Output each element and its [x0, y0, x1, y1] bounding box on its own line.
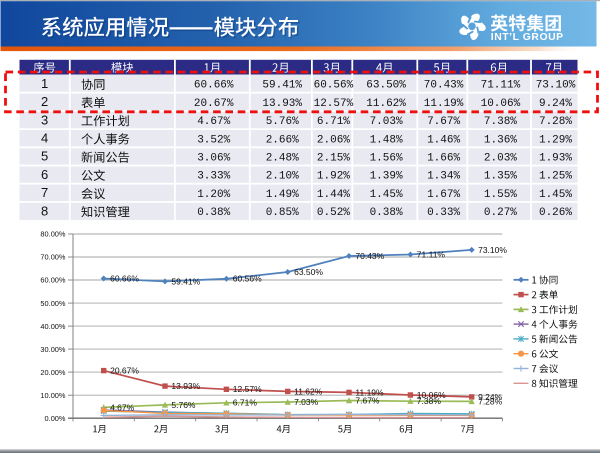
svg-text:1.44%: 1.44%	[317, 189, 350, 201]
svg-text:1: 1	[41, 76, 48, 91]
svg-text:70.43%: 70.43%	[355, 251, 384, 261]
svg-text:1.45%: 1.45%	[539, 189, 572, 201]
svg-text:1.34%: 1.34%	[427, 171, 460, 183]
svg-text:1.39%: 1.39%	[370, 171, 403, 183]
svg-text:3.06%: 3.06%	[197, 153, 230, 165]
svg-text:11.19%: 11.19%	[355, 387, 384, 397]
svg-text:5.76%: 5.76%	[171, 400, 196, 410]
svg-text:7.28%: 7.28%	[478, 396, 503, 406]
svg-text:1.93%: 1.93%	[539, 153, 572, 165]
svg-text:1.46%: 1.46%	[427, 134, 460, 146]
svg-text:13.93%: 13.93%	[171, 381, 200, 391]
svg-text:2.10%: 2.10%	[266, 171, 299, 183]
svg-text:73.10%: 73.10%	[478, 245, 507, 255]
svg-text:10.06%: 10.06%	[417, 390, 446, 400]
svg-text:3.33%: 3.33%	[197, 171, 230, 183]
svg-text:10.00%: 10.00%	[40, 391, 65, 400]
svg-text:2.06%: 2.06%	[317, 134, 350, 146]
svg-text:60.56%: 60.56%	[314, 80, 354, 92]
svg-text:0.85%: 0.85%	[266, 207, 299, 219]
svg-text:60.66%: 60.66%	[194, 80, 234, 92]
svg-text:3: 3	[41, 112, 48, 127]
svg-text:2.15%: 2.15%	[317, 153, 350, 165]
svg-text:30.00%: 30.00%	[40, 345, 65, 354]
svg-text:4.67%: 4.67%	[110, 402, 135, 412]
svg-text:0.00%: 0.00%	[45, 414, 66, 423]
svg-text:12.57%: 12.57%	[314, 98, 354, 110]
svg-text:40.00%: 40.00%	[40, 322, 65, 331]
svg-text:11.19%: 11.19%	[424, 98, 464, 110]
svg-text:1.35%: 1.35%	[484, 171, 517, 183]
svg-text:7: 7	[41, 185, 48, 200]
svg-text:60.56%: 60.56%	[233, 274, 262, 284]
svg-text:7.67%: 7.67%	[427, 116, 460, 128]
svg-text:80.00%: 80.00%	[40, 230, 65, 239]
svg-text:2: 2	[41, 94, 48, 109]
svg-text:INT’L GROUP: INT’L GROUP	[491, 32, 564, 43]
svg-text:59.41%: 59.41%	[262, 80, 302, 92]
svg-text:8: 8	[41, 203, 48, 218]
svg-text:20.67%: 20.67%	[194, 98, 234, 110]
svg-text:11.62%: 11.62%	[294, 386, 323, 396]
svg-text:2.03%: 2.03%	[484, 153, 517, 165]
svg-text:0.38%: 0.38%	[197, 207, 230, 219]
svg-text:2.66%: 2.66%	[266, 134, 299, 146]
svg-text:9.24%: 9.24%	[478, 392, 503, 402]
svg-text:70.43%: 70.43%	[424, 80, 464, 92]
svg-text:1.45%: 1.45%	[370, 189, 403, 201]
svg-text:2.48%: 2.48%	[266, 153, 299, 165]
svg-text:0.38%: 0.38%	[370, 207, 403, 219]
svg-text:1.20%: 1.20%	[197, 189, 230, 201]
svg-text:1.56%: 1.56%	[370, 153, 403, 165]
svg-text:0.26%: 0.26%	[539, 207, 572, 219]
svg-text:20.00%: 20.00%	[40, 368, 65, 377]
svg-text:1.67%: 1.67%	[427, 189, 460, 201]
svg-text:12.57%: 12.57%	[233, 384, 262, 394]
svg-text:0.33%: 0.33%	[427, 207, 460, 219]
svg-text:1.55%: 1.55%	[484, 189, 517, 201]
svg-text:7.38%: 7.38%	[484, 116, 517, 128]
svg-text:60.66%: 60.66%	[110, 273, 139, 283]
svg-text:73.10%: 73.10%	[536, 80, 576, 92]
svg-text:10.06%: 10.06%	[481, 98, 521, 110]
svg-text:7.03%: 7.03%	[370, 116, 403, 128]
svg-text:71.11%: 71.11%	[481, 80, 521, 92]
svg-text:7.67%: 7.67%	[355, 395, 380, 405]
svg-text:6.71%: 6.71%	[233, 398, 258, 408]
svg-text:60.00%: 60.00%	[40, 276, 65, 285]
svg-text:6: 6	[41, 167, 48, 182]
svg-text:5: 5	[41, 149, 48, 164]
svg-text:6.71%: 6.71%	[317, 116, 350, 128]
svg-text:0.52%: 0.52%	[317, 207, 350, 219]
svg-text:70.00%: 70.00%	[40, 253, 65, 262]
svg-text:7.28%: 7.28%	[539, 116, 572, 128]
svg-text:63.50%: 63.50%	[294, 267, 323, 277]
svg-text:3.52%: 3.52%	[197, 134, 230, 146]
svg-text:11.62%: 11.62%	[366, 98, 406, 110]
svg-text:4: 4	[41, 131, 48, 146]
svg-text:1.48%: 1.48%	[370, 134, 403, 146]
svg-text:50.00%: 50.00%	[40, 299, 65, 308]
svg-text:1.92%: 1.92%	[317, 171, 350, 183]
svg-text:5.76%: 5.76%	[266, 116, 299, 128]
svg-text:1.49%: 1.49%	[266, 189, 299, 201]
svg-text:71.11%: 71.11%	[417, 249, 446, 259]
svg-text:13.93%: 13.93%	[262, 98, 302, 110]
svg-text:1.36%: 1.36%	[484, 134, 517, 146]
svg-text:7.03%: 7.03%	[294, 397, 319, 407]
svg-text:20.67%: 20.67%	[110, 366, 139, 376]
svg-text:9.24%: 9.24%	[539, 98, 572, 110]
svg-text:0.27%: 0.27%	[484, 207, 517, 219]
svg-text:7.38%: 7.38%	[417, 396, 442, 406]
svg-text:63.50%: 63.50%	[366, 80, 406, 92]
svg-text:59.41%: 59.41%	[171, 276, 200, 286]
svg-text:4.67%: 4.67%	[197, 116, 230, 128]
svg-text:1.66%: 1.66%	[427, 153, 460, 165]
svg-text:1.29%: 1.29%	[539, 134, 572, 146]
svg-text:1.25%: 1.25%	[539, 171, 572, 183]
